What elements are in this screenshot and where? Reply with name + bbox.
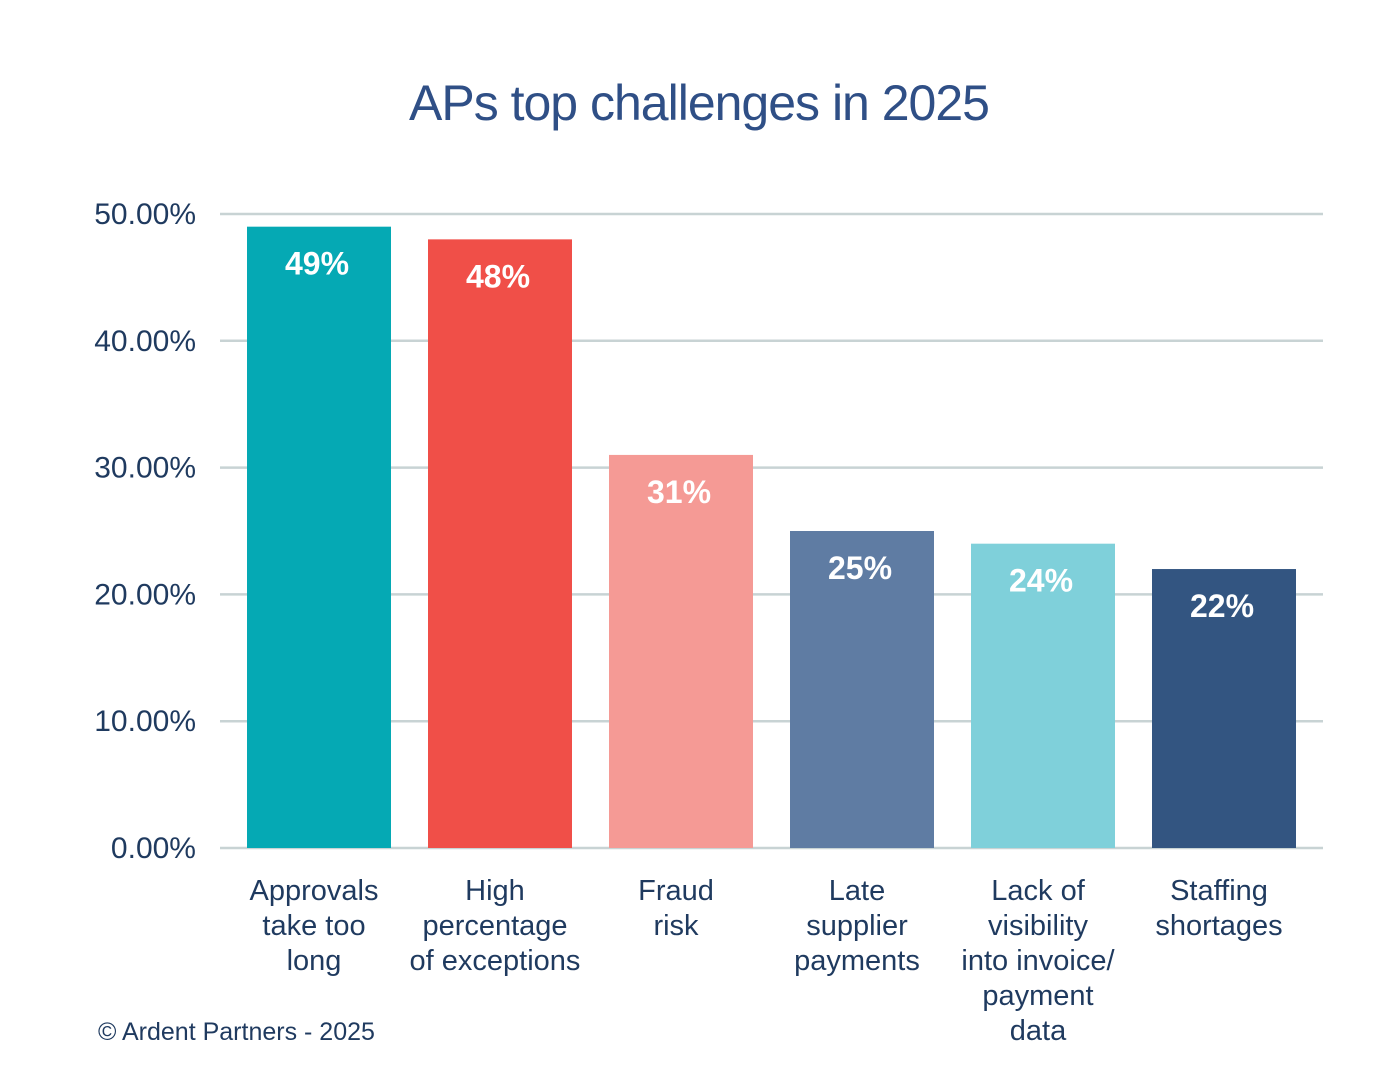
x-tick-label: Late supplier payments (794, 875, 920, 977)
x-axis-ticks: Approvals take too long High percentage of ex… (250, 875, 1283, 1047)
data-labels: 49% 48% 31% 25% 24% 22% (285, 246, 1254, 624)
data-label: 49% (285, 246, 349, 282)
data-label: 22% (1190, 588, 1254, 624)
y-tick-label: 40.00% (94, 325, 196, 358)
gridlines (220, 212, 1323, 850)
bar (609, 454, 753, 848)
data-label: 31% (647, 474, 711, 510)
y-tick-label: 30.00% (94, 452, 196, 485)
y-tick-label: 10.00% (94, 705, 196, 738)
bar (247, 226, 391, 848)
x-tick-label-line: Lack of (991, 875, 1085, 907)
x-tick-label-line: Late (829, 875, 885, 907)
bar (790, 531, 934, 848)
x-tick-label-line: take too (262, 910, 365, 942)
x-tick-label: Staffing shortages (1155, 875, 1282, 942)
x-tick-label-line: shortages (1155, 910, 1282, 942)
x-tick-label-line: Fraud (638, 875, 714, 907)
x-tick-label-line: into invoice/ (961, 945, 1115, 977)
y-tick-label: 20.00% (94, 578, 196, 611)
x-tick-label-line: data (1010, 1015, 1067, 1047)
x-tick-label: Fraud risk (638, 875, 714, 942)
data-label: 25% (828, 550, 892, 586)
x-tick-label: Approvals take too long (250, 875, 379, 977)
x-tick-label-line: Staffing (1170, 875, 1268, 907)
chart-title: APs top challenges in 2025 (409, 75, 989, 131)
y-tick-label: 0.00% (111, 832, 196, 865)
x-tick-label-line: payment (982, 980, 1093, 1012)
data-label: 48% (466, 258, 530, 294)
x-tick-label-line: percentage (422, 910, 567, 942)
bar (971, 543, 1115, 848)
bar (428, 239, 572, 849)
data-label: 24% (1009, 563, 1073, 599)
x-tick-label-line: supplier (806, 910, 908, 942)
x-tick-label-line: Approvals (250, 875, 379, 907)
x-tick-label: High percentage of exceptions (410, 875, 581, 977)
x-tick-label-line: risk (653, 910, 699, 942)
x-tick-label-line: High (465, 875, 525, 907)
copyright-credit: © Ardent Partners - 2025 (98, 1018, 375, 1046)
x-tick-label-line: long (287, 945, 342, 977)
x-tick-label-line: of exceptions (410, 945, 581, 977)
x-tick-label-line: visibility (988, 910, 1088, 942)
y-axis-ticks: 0.00% 10.00% 20.00% 30.00% 40.00% 50.00% (94, 198, 196, 865)
x-tick-label: Lack of visibility into invoice/payment dat… (961, 875, 1115, 1047)
bar (1152, 569, 1296, 848)
y-tick-label: 50.00% (94, 198, 196, 231)
x-tick-label-line: payments (794, 945, 920, 977)
bars (247, 226, 1296, 849)
